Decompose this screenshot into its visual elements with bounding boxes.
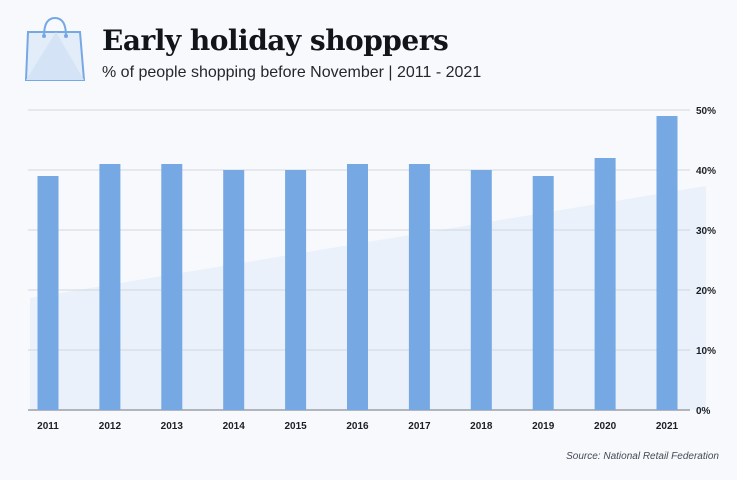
chart-subtitle: % of people shopping before November | 2…: [102, 64, 482, 81]
x-tick-label: 2020: [594, 421, 617, 432]
bar-2016: [347, 164, 368, 410]
x-tick-label: 2014: [223, 421, 246, 432]
chart-title: Early holiday shoppers: [102, 24, 449, 57]
x-tick-label: 2021: [656, 421, 679, 432]
y-axis-labels: 0% 10% 20% 30% 40% 50%: [696, 106, 716, 417]
bar-2014: [223, 170, 245, 410]
bar-2015: [285, 170, 307, 410]
y-tick-label: 50%: [696, 106, 716, 117]
x-tick-label: 2018: [470, 421, 493, 432]
bar-2018: [470, 170, 492, 410]
x-tick-label: 2012: [99, 421, 122, 432]
bar-2012: [99, 164, 121, 410]
bar-2017: [408, 164, 430, 410]
x-axis-labels: 2011 2012 2013 2014 2015 2016 2017 2018 2019 2020…: [37, 421, 678, 432]
bar-2020: [594, 158, 616, 410]
y-tick-label: 30%: [696, 226, 716, 237]
bar-2013: [161, 164, 183, 410]
source-note: Source: National Retail Federation: [566, 451, 719, 462]
x-tick-label: 2013: [161, 421, 184, 432]
bar-2011: [37, 176, 59, 410]
x-tick-label: 2011: [37, 421, 59, 432]
x-tick-label: 2019: [532, 421, 555, 432]
y-tick-label: 40%: [696, 166, 716, 177]
x-tick-label: 2016: [346, 421, 369, 432]
y-tick-label: 0%: [696, 406, 711, 417]
chart-header: Early holiday shoppers % of people shopp…: [22, 14, 712, 84]
y-tick-label: 10%: [696, 346, 716, 357]
y-tick-label: 20%: [696, 286, 716, 297]
x-tick-label: 2017: [408, 421, 431, 432]
x-tick-label: 2015: [284, 421, 307, 432]
bar-2019: [532, 176, 554, 410]
bar-2021: [656, 116, 678, 410]
bars: [37, 116, 678, 410]
shopping-bag-icon: [24, 16, 86, 81]
